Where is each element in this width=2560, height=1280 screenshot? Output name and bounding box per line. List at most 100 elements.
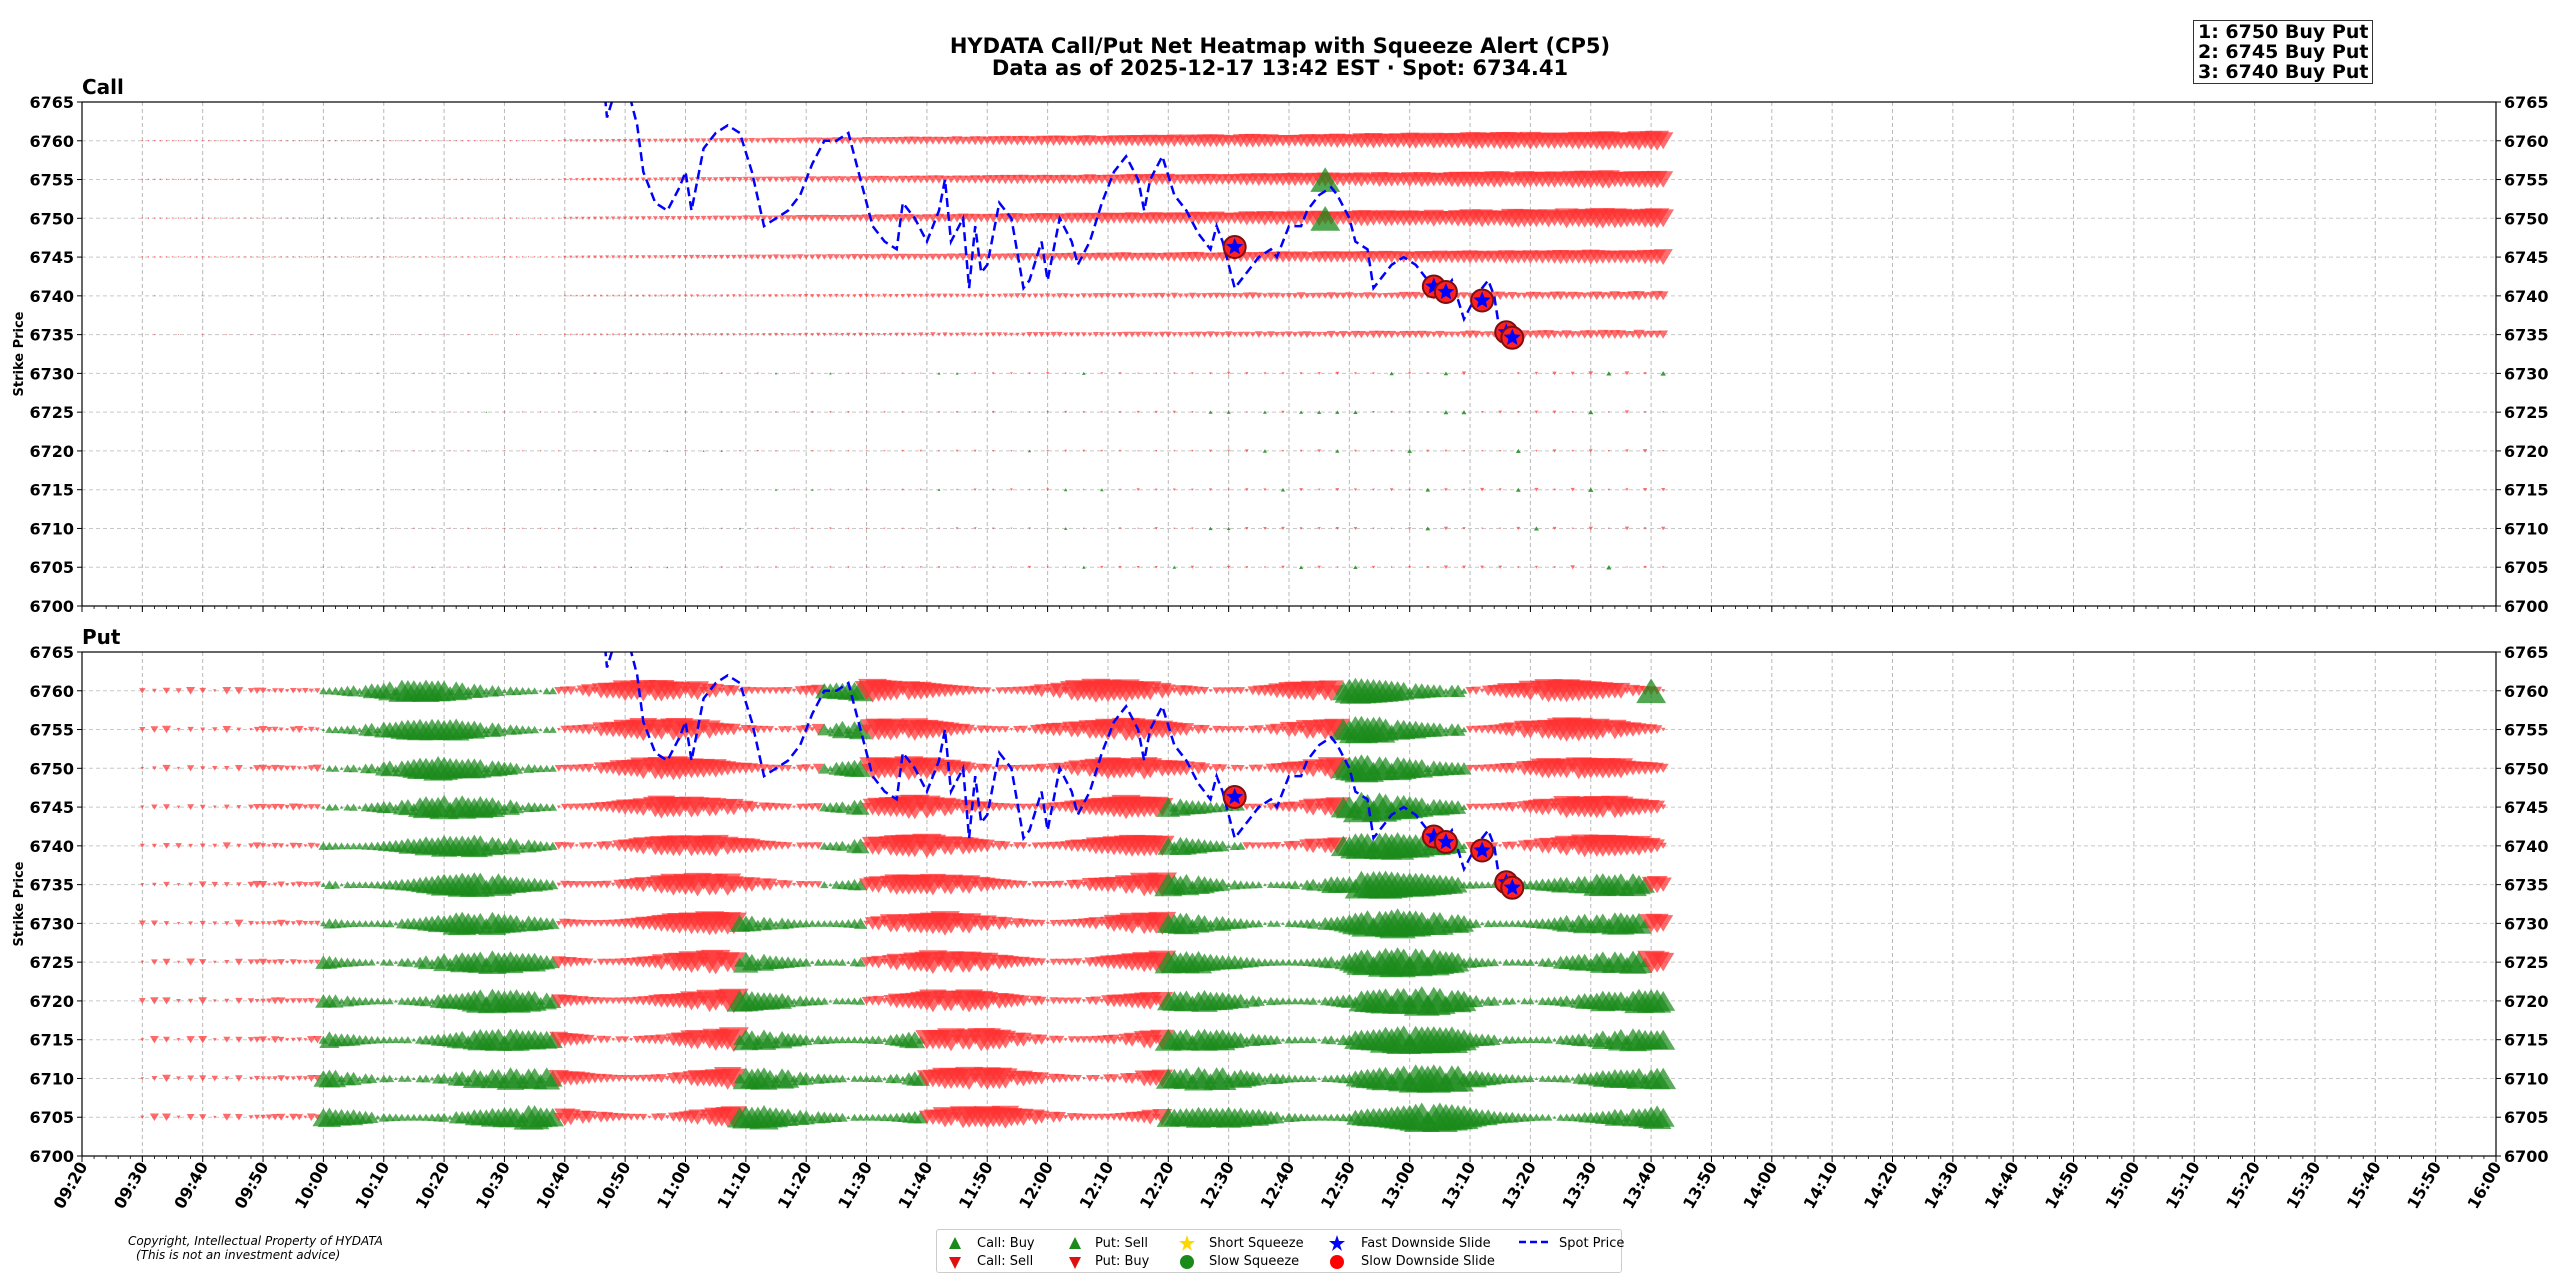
put-sell-marker (393, 999, 398, 1003)
call-sell-marker (250, 140, 252, 142)
put-buy-marker (260, 1076, 266, 1081)
call-sell-marker (1552, 371, 1557, 376)
call-sell-marker (503, 256, 506, 258)
call-sell-marker (1507, 292, 1517, 300)
put-sell-marker (545, 956, 560, 969)
put-sell-marker (1468, 994, 1484, 1007)
call-sell-marker (865, 411, 868, 413)
call-sell-marker (1006, 253, 1016, 261)
put-buy-marker (1090, 996, 1102, 1006)
put-buy-marker (235, 1114, 243, 1121)
call-sell-marker (757, 527, 759, 530)
put-buy-marker (995, 726, 1004, 733)
put-buy-marker (593, 960, 597, 964)
call-sell-marker (292, 178, 295, 181)
put-sell-marker (844, 997, 853, 1005)
top-alert-2: 2: 6745 Buy Put (2198, 41, 2369, 63)
put-buy-marker (565, 686, 577, 696)
call-sell-marker (718, 215, 725, 221)
call-sell-marker (551, 256, 554, 258)
put-sell-marker (828, 999, 833, 1003)
call-sell-marker (244, 217, 246, 220)
call-sell-marker (322, 372, 325, 375)
call-sell-marker (623, 139, 628, 143)
call-sell-marker (1155, 450, 1158, 452)
put-buy-marker (608, 919, 618, 928)
put-sell-marker (1303, 1075, 1312, 1082)
call-sell-marker (1417, 330, 1427, 339)
call-sell-marker (858, 294, 863, 298)
call-sell-marker (1010, 527, 1013, 530)
call-sell-marker (750, 333, 754, 337)
put-buy-marker (972, 765, 979, 771)
call-sell-marker (917, 253, 925, 261)
call-sell-marker (1553, 566, 1556, 569)
put-buy-marker (163, 1036, 170, 1043)
call-sell-marker (581, 255, 585, 259)
put-sell-marker (1216, 840, 1230, 852)
call-sell-marker (491, 140, 494, 142)
call-sell-marker (708, 333, 712, 336)
call-sell-marker (563, 178, 567, 181)
call-sell-marker (834, 293, 839, 298)
put-sell-marker (855, 997, 866, 1005)
call-sell-marker (292, 140, 295, 142)
put-sell-marker (427, 1113, 437, 1121)
put-buy-marker (306, 1113, 316, 1121)
call-sell-marker (1553, 488, 1556, 491)
call-sell-marker (201, 295, 204, 297)
put-buy-marker (1471, 686, 1482, 695)
call-buy-marker (829, 372, 832, 375)
call-sell-marker (1263, 488, 1267, 491)
call-sell-marker (616, 216, 622, 221)
call-sell-marker (664, 177, 670, 182)
call-sell-marker (425, 140, 427, 142)
call-sell-marker (521, 217, 524, 220)
put-sell-marker (1289, 880, 1301, 890)
call-sell-marker (883, 488, 886, 491)
call-sell-marker (955, 411, 959, 414)
call-sell-marker (165, 256, 168, 258)
call-buy-marker (539, 566, 542, 568)
call-sell-marker (395, 566, 397, 568)
call-sell-marker (616, 139, 622, 143)
put-sell-marker (856, 1075, 865, 1082)
call-sell-marker (1279, 293, 1287, 299)
call-sell-marker (756, 333, 760, 336)
call-sell-marker (467, 411, 470, 413)
put-buy-marker (247, 998, 255, 1004)
call-sell-marker (419, 140, 421, 142)
y-tick-label: 6760 (2504, 132, 2549, 151)
put-buy-marker (998, 917, 1013, 930)
call-sell-marker (195, 217, 198, 220)
call-sell-marker (792, 294, 797, 298)
call-sell-marker (153, 178, 156, 181)
put-sell-marker (385, 997, 394, 1005)
put-buy-marker (151, 843, 157, 848)
call-sell-marker (1444, 449, 1448, 453)
call-sell-marker (738, 372, 741, 375)
put-buy-marker (1044, 766, 1051, 771)
y-tick-label: 6730 (2504, 364, 2549, 383)
call-sell-marker (153, 334, 156, 336)
call-sell-marker (382, 178, 385, 181)
call-sell-marker (880, 214, 889, 222)
put-sell-marker (538, 728, 543, 732)
call-sell-marker (966, 293, 972, 298)
put-sell-marker (862, 1113, 871, 1121)
call-sell-marker (1534, 371, 1539, 375)
put-sell-marker (1538, 1113, 1547, 1121)
put-buy-marker (236, 805, 242, 810)
put-sell-marker (339, 766, 344, 770)
put-buy-marker (1103, 1113, 1113, 1121)
call-sell-marker (274, 295, 276, 297)
call-sell-marker (539, 178, 542, 181)
put-buy-marker (578, 803, 588, 811)
put-sell-marker (1496, 920, 1505, 927)
call-sell-marker (147, 256, 150, 258)
put-buy-marker (1254, 842, 1263, 850)
put-buy-marker (302, 960, 308, 965)
call-sell-marker (455, 217, 458, 220)
call-sell-marker (1317, 449, 1322, 453)
call-sell-marker (1353, 488, 1357, 491)
